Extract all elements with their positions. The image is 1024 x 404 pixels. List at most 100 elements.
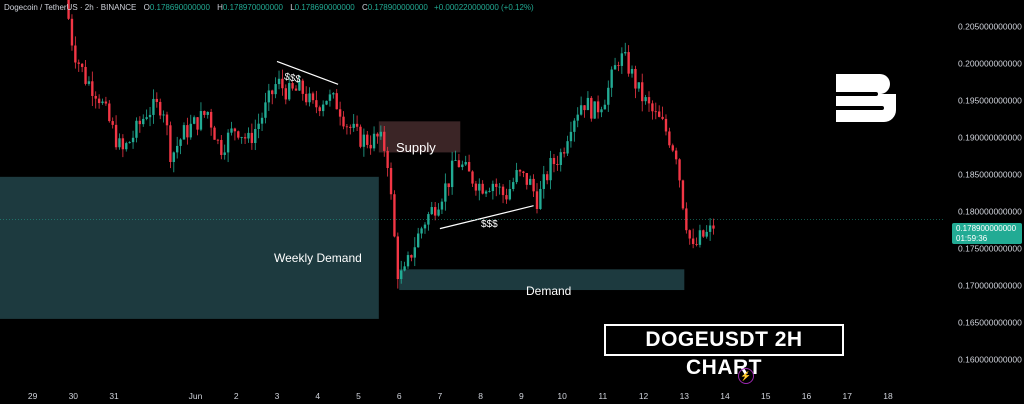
candle-body [406,255,410,267]
candle-body [383,131,386,151]
candle-body [420,228,423,234]
zones-layer [0,121,685,319]
candle-body [274,84,277,95]
candle-body [189,123,192,138]
low-value: 0.178690000000 [294,3,355,12]
candle-body [681,180,685,209]
y-tick-label: 0.170000000000 [958,281,1022,291]
logo-icon [836,74,896,122]
zone-demand [399,269,685,291]
candle-body [80,63,84,67]
candle-body [433,207,437,216]
candle-body [647,97,651,104]
candle-body [512,182,515,189]
candle-body [77,62,80,64]
candle-body [118,138,121,148]
candle-body [708,225,712,232]
candle-body [277,78,281,85]
candle-body [562,152,566,154]
candle-body [104,101,108,104]
candle-body [281,78,284,89]
x-tick-label: 15 [761,391,771,401]
candle-body [674,150,678,160]
candle-body [325,100,328,105]
x-tick-label: 12 [639,391,649,401]
candle-body [359,126,362,147]
candle-body [338,109,342,117]
candle-body [345,126,349,128]
liquidity-line-1 [276,60,339,85]
candle-body [651,103,654,112]
candle-body [125,143,128,150]
candle-body [267,90,271,103]
candle-body [271,90,274,95]
y-tick-label: 0.200000000000 [958,59,1022,69]
candle-body [311,93,315,101]
x-tick-label: 16 [802,391,812,401]
candle-body [644,97,647,102]
candle-body [74,45,77,63]
candle-body [87,81,91,84]
candle-body [362,134,366,147]
candle-body [243,137,247,139]
candle-body [586,97,590,111]
zone-supply [378,121,461,153]
candle-body [613,65,617,70]
candle-body [417,233,420,248]
candle-body [121,138,125,150]
candle-body [321,104,325,112]
candle-body [474,183,478,191]
candle-body [603,104,607,110]
candle-body [549,157,552,181]
candle-body [634,68,637,89]
candle-body [627,52,630,74]
x-tick-label: 30 [69,391,79,401]
x-tick-label: 10 [557,391,567,401]
liquidity-bottom-label: $$$ [481,219,498,230]
candle-body [467,162,471,172]
y-tick-label: 0.185000000000 [958,170,1022,180]
candle-body [593,101,596,119]
candle-body [335,93,338,110]
candle-body [427,214,430,225]
candle-body [155,98,159,102]
candle-body [352,123,355,128]
candle-body [233,128,237,132]
candle-body [142,118,145,125]
candle-body [484,191,488,194]
candle-body [247,132,250,139]
x-tick-label: 7 [438,391,443,401]
supply-label: Supply [396,140,436,155]
candle-body [525,172,528,185]
lightning-icon[interactable]: ⚡ [738,368,754,384]
candle-body [175,145,179,153]
candle-body [403,266,406,271]
x-tick-label: 14 [720,391,730,401]
x-tick-label: 17 [843,391,853,401]
axes-layer: 0.205000000000 0.200000000000 0.1950000000… [28,22,1022,401]
candle-body [481,183,484,194]
candle-body [491,183,495,192]
symbol-label: Dogecoin / TetherUS · 2h · BINANCE [4,3,137,12]
candle-body [630,68,634,74]
candle-body [654,111,657,113]
x-tick-label: 13 [680,391,690,401]
candle-body [668,131,671,146]
x-tick-label: Jun [189,391,203,401]
candle-body [342,116,345,127]
candle-body [318,107,321,112]
candle-body [91,81,94,96]
liquidity-line-2 [439,205,534,230]
candle-body [240,137,243,138]
y-tick-label: 0.205000000000 [958,22,1022,32]
candle-body [539,188,542,209]
x-tick-label: 31 [109,391,119,401]
candle-body [332,93,335,95]
x-tick-label: 6 [397,391,402,401]
change-value: +0.000220000000 (+0.12%) [434,3,534,12]
candle-body [488,191,491,192]
candle-body [532,178,535,192]
candle-body [315,100,318,108]
candle-body [308,93,311,103]
